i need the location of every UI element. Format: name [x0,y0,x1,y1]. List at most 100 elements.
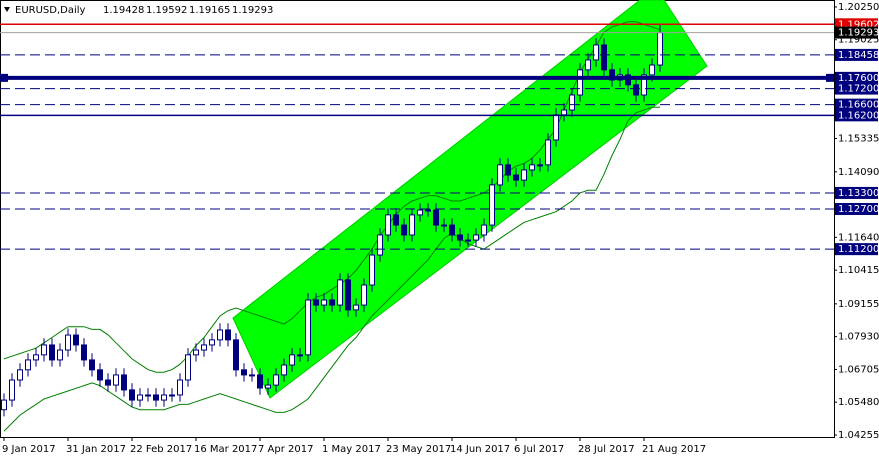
candle-body [577,69,583,96]
candle-body [625,74,631,86]
y-tick-label: 1.10415 [838,265,879,276]
candle-body [441,224,447,227]
y-tick-label: 1.09155 [838,299,879,310]
candle-body [81,344,87,361]
candle-body [553,114,559,141]
candle-body [497,164,503,186]
level-label: 1.12700 [838,204,879,215]
candle-body [289,354,295,366]
candle-body [545,139,551,166]
candle-body [49,344,55,361]
candle-body [449,224,455,236]
candle-body [649,64,655,76]
menu-arrow[interactable] [4,7,10,12]
header-high: 1.19592 [146,5,187,16]
candle-body [345,279,351,311]
header-low: 1.19165 [189,5,230,16]
level-handle [826,73,834,82]
y-tick-label: 1.05480 [838,397,879,408]
candle-body [201,344,207,351]
candle-body [657,32,663,66]
candle-body [417,209,423,216]
level-label: 1.19293 [838,28,879,39]
candle-body [145,394,151,397]
candle-body [385,214,391,236]
candle-body [97,369,103,381]
level-label: 1.16200 [838,110,879,121]
y-tick-label: 1.14090 [838,167,879,178]
x-tick-label: 31 Jan 2017 [66,444,126,455]
candle-body [585,59,591,71]
candle-body [305,299,311,356]
level-label-box [835,203,878,215]
y-tick-label: 1.04255 [838,430,879,441]
candle-body [457,234,463,241]
x-tick-label: 9 Jan 2017 [2,444,56,455]
level-label-box [835,186,878,199]
x-tick-label: 14 Jun 2017 [450,444,510,455]
candle-body [361,284,367,306]
x-tick-label: 22 Feb 2017 [130,444,192,455]
candle-body [193,349,199,356]
candle-body [281,364,287,376]
candle-body [473,234,479,241]
x-tick-label: 6 Jul 2017 [514,444,564,455]
candle-body [217,329,223,341]
candle-body [569,94,575,111]
x-tick-label: 16 Mar 2017 [194,444,257,455]
x-tick-label: 21 Aug 2017 [642,444,706,455]
candle-body [369,254,375,286]
candle-body [169,394,175,397]
level-label-box [835,109,878,122]
candle-body [401,224,407,236]
candle-body [265,384,271,389]
y-tick-label: 1.15335 [838,133,879,144]
candle-body [513,174,519,181]
candle-body [17,369,23,381]
level-label-box [835,98,878,111]
candle-body [465,239,471,242]
candle-body [153,394,159,401]
candle-body [161,394,167,401]
candle-body [601,44,607,71]
level-label-box [835,26,878,39]
candle-body [57,349,63,361]
candle-body [353,304,359,311]
level-handle [0,73,8,82]
candle-body [337,279,343,306]
candle-body [297,354,303,357]
candle-body [521,169,527,181]
candle-body [177,379,183,396]
candle-body [113,374,119,386]
candle-body [65,334,71,351]
candle-body [377,234,383,256]
candle-body [137,394,143,401]
x-tick-label: 1 May 2017 [322,444,381,455]
x-tick-label: 28 Jul 2017 [578,444,635,455]
candle-body [129,389,135,401]
header-close: 1.19293 [232,5,273,16]
header-open: 1.19428 [103,5,144,16]
candle-body [609,69,615,81]
candle-body [481,224,487,236]
candle-body [505,164,511,176]
candle-body [321,299,327,306]
candle-body [489,184,495,226]
y-tick-label: 1.06705 [838,364,879,375]
y-tick-label: 1.20250 [838,2,879,13]
y-tick-label: 1.07930 [838,332,879,343]
candle-body [641,74,647,96]
candle-body [9,379,15,401]
symbol: EURUSD,Daily [15,5,86,16]
level-label: 1.17600 [838,73,879,84]
candle-body [33,354,39,361]
candle-body [249,374,255,377]
candle-body [105,379,111,386]
candle-body [209,339,215,346]
candle-body [425,209,431,212]
y-tick-label: 1.11640 [838,232,879,243]
x-tick-label: 23 May 2017 [386,444,451,455]
candle-body [313,299,319,306]
candle-body [41,344,47,356]
